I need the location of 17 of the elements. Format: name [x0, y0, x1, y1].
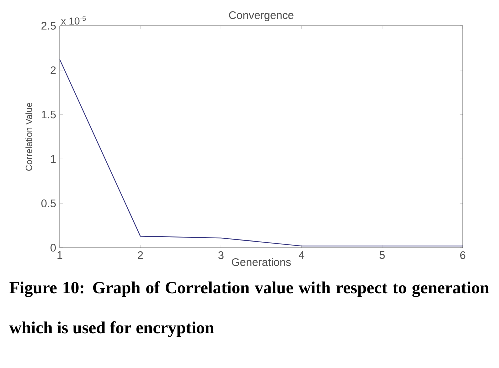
text: x 10$^{-5}$	[61, 16, 86, 25]
chart-title: Convergence	[229, 12, 294, 22]
text: Figure 10: Graph of Correlation value with respect to generation which is used for encryption	[10, 282, 490, 338]
x-axis-title: Generations	[232, 258, 292, 266]
x-tick-label: 3	[218, 252, 224, 260]
y-tick-label: 1.5	[42, 110, 56, 119]
y-tick-label: 0.5	[42, 200, 56, 208]
x-tick-label: 2	[138, 252, 144, 260]
x-tick-label: 4	[298, 252, 305, 260]
y-tick-label: 2	[50, 66, 56, 74]
x-tick-label: 6	[460, 252, 466, 260]
y-axis-title: Correlation Value	[26, 102, 32, 171]
y-tick-label: 2.5	[42, 22, 56, 30]
y-tick-label: 0	[50, 244, 56, 252]
y-tick-label: 1	[51, 155, 56, 163]
x-tick-label: 5	[380, 252, 385, 260]
x-tick-label: 1	[58, 252, 63, 260]
